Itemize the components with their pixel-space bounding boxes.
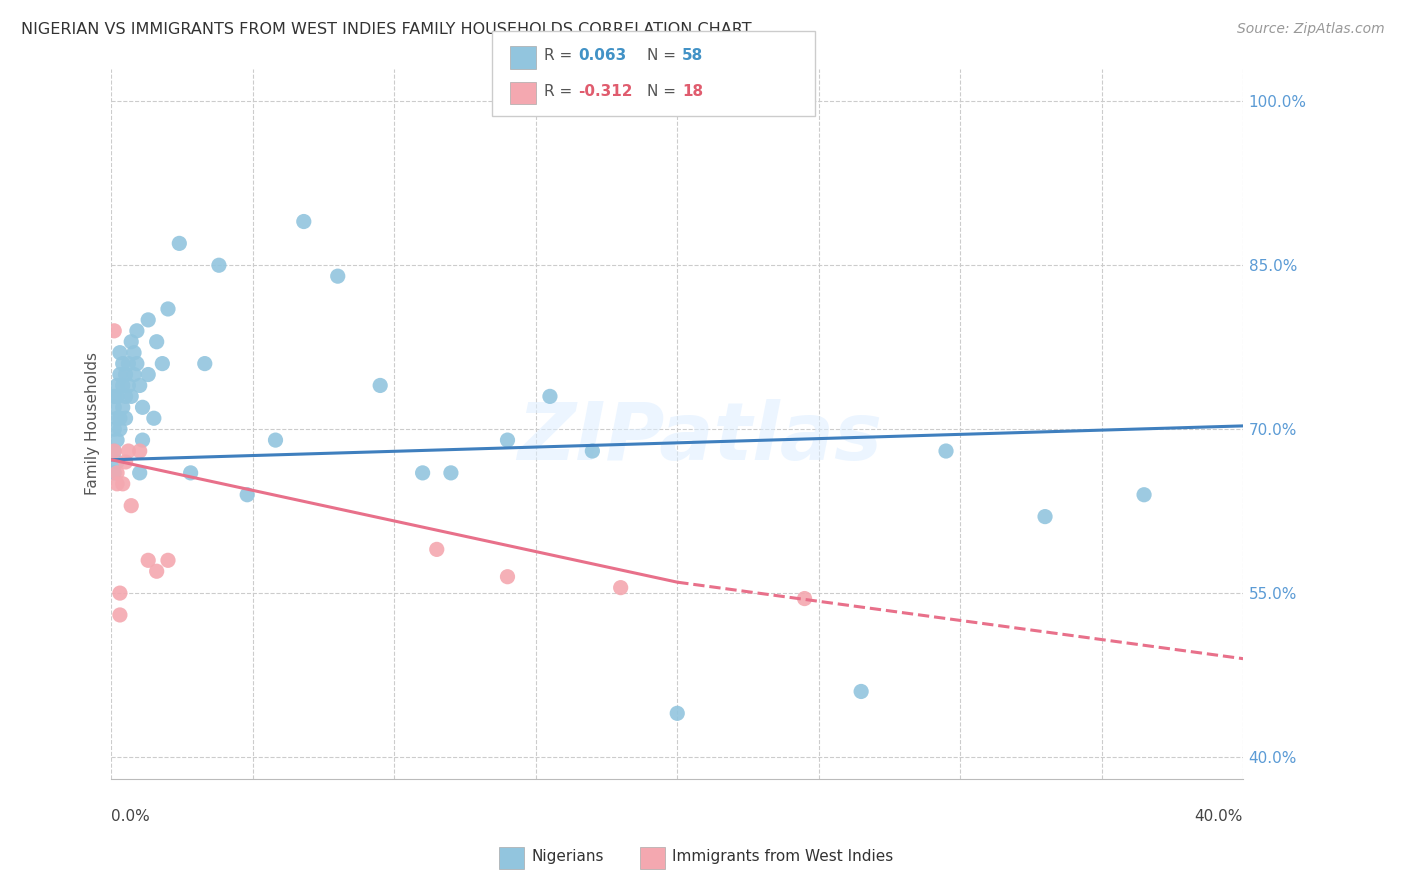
Point (538, 389, 561, 403)
Point (496, 433, 519, 447)
Text: 58: 58 (682, 48, 703, 63)
Point (131, 433, 153, 447)
Point (128, 444, 150, 458)
Text: ZIPatlas: ZIPatlas (517, 399, 883, 477)
Point (108, 345, 131, 359)
Point (136, 313, 159, 327)
Point (103, 324, 125, 338)
Point (105, 455, 128, 469)
Point (208, 258, 231, 272)
Point (128, 466, 150, 480)
Point (111, 378, 134, 392)
Point (264, 433, 287, 447)
Text: 18: 18 (682, 84, 703, 99)
Point (117, 357, 139, 371)
Point (666, 706, 689, 721)
Text: Nigerians: Nigerians (531, 849, 605, 863)
Point (114, 389, 136, 403)
Point (1133, 488, 1156, 502)
Point (114, 411, 136, 425)
Point (114, 368, 136, 382)
Point (793, 591, 815, 606)
Text: R =: R = (544, 84, 578, 99)
Point (128, 378, 150, 392)
Point (111, 401, 134, 415)
Point (117, 444, 139, 458)
Point (131, 401, 153, 415)
Text: 0.0%: 0.0% (111, 810, 150, 824)
Point (108, 422, 131, 436)
Text: R =: R = (544, 48, 578, 63)
Point (108, 607, 131, 622)
Point (105, 389, 128, 403)
Point (105, 476, 128, 491)
Point (236, 488, 259, 502)
Point (108, 411, 131, 425)
Point (150, 357, 173, 371)
Point (145, 564, 167, 578)
Point (849, 684, 872, 698)
Point (108, 586, 131, 600)
Point (156, 301, 179, 316)
Point (440, 466, 463, 480)
Point (105, 433, 128, 447)
Point (180, 466, 202, 480)
Text: N =: N = (647, 48, 681, 63)
Point (125, 357, 148, 371)
Point (194, 357, 217, 371)
Text: 40.0%: 40.0% (1195, 810, 1243, 824)
Text: -0.312: -0.312 (578, 84, 633, 99)
Point (142, 411, 165, 425)
Point (105, 411, 128, 425)
Text: N =: N = (647, 84, 681, 99)
Point (117, 378, 139, 392)
Text: Immigrants from West Indies: Immigrants from West Indies (672, 849, 893, 863)
Point (103, 444, 125, 458)
Point (136, 553, 159, 567)
Point (111, 357, 134, 371)
Text: NIGERIAN VS IMMIGRANTS FROM WEST INDIES FAMILY HOUSEHOLDS CORRELATION CHART: NIGERIAN VS IMMIGRANTS FROM WEST INDIES … (21, 22, 752, 37)
Point (103, 422, 125, 436)
Point (120, 499, 142, 513)
Point (136, 368, 159, 382)
Text: Source: ZipAtlas.com: Source: ZipAtlas.com (1237, 22, 1385, 37)
Point (103, 401, 125, 415)
Point (156, 553, 179, 567)
Point (581, 444, 603, 458)
Point (103, 389, 125, 403)
Point (169, 236, 191, 251)
Point (145, 334, 167, 349)
Point (412, 466, 434, 480)
Point (103, 466, 125, 480)
Point (122, 368, 145, 382)
Point (292, 214, 315, 228)
Point (114, 455, 136, 469)
Text: 0.063: 0.063 (578, 48, 626, 63)
Point (609, 581, 631, 595)
Point (426, 542, 449, 557)
Point (496, 570, 519, 584)
Point (1033, 509, 1056, 524)
Point (105, 466, 128, 480)
Point (368, 378, 391, 392)
Point (120, 334, 142, 349)
Point (103, 444, 125, 458)
Point (120, 389, 142, 403)
Point (326, 269, 349, 284)
Point (105, 378, 128, 392)
Point (935, 444, 957, 458)
Point (108, 368, 131, 382)
Point (125, 324, 148, 338)
Point (111, 476, 134, 491)
Point (122, 345, 145, 359)
Y-axis label: Family Households: Family Households (86, 352, 100, 495)
